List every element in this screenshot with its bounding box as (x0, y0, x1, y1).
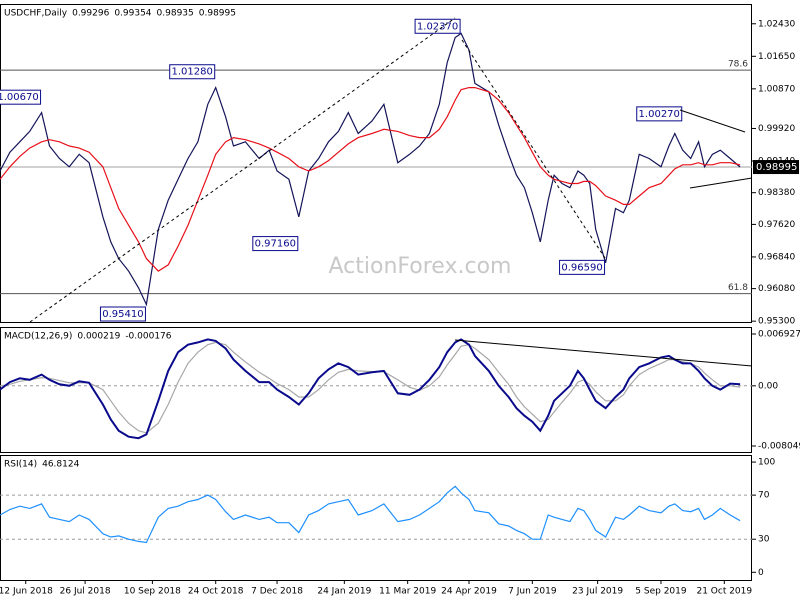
header-value: 0.99296 (72, 9, 109, 19)
x-tick-label: 24 Oct 2018 (188, 587, 244, 597)
annotation-label: 1.00670 (0, 92, 39, 103)
x-tick-label: 24 Jan 2019 (317, 587, 371, 597)
y-tick-label: 1.00870 (758, 84, 795, 94)
annotation-box (99, 306, 146, 322)
x-tick-label: 11 Mar 2019 (379, 587, 436, 597)
y-tick-label: 70 (758, 491, 770, 501)
x-tick-label: 24 Apr 2019 (441, 587, 497, 597)
annotation-box (414, 18, 461, 34)
x-tick-label: 10 Sep 2018 (124, 587, 181, 597)
y-tick-label: 30 (758, 535, 770, 545)
annotation-box (0, 89, 42, 105)
panel-title: MACD(12,26,9) (4, 332, 72, 342)
y-tick-label: 0.006927 (758, 330, 800, 340)
trend-line (461, 39, 606, 259)
annotation-label: 0.96590 (561, 262, 602, 273)
data-line (0, 87, 741, 272)
y-tick-label: 100 (758, 458, 775, 468)
data-line (0, 485, 741, 544)
trend-line (689, 177, 753, 189)
annotation-box (636, 106, 683, 122)
x-tick-label: 23 Jul 2019 (572, 587, 623, 597)
x-tick-label: 7 Dec 2018 (251, 587, 303, 597)
x-tick-label: 5 Sep 2019 (635, 587, 687, 597)
fib-label: 61.8 (728, 283, 748, 293)
x-tick-label: 26 Jul 2018 (60, 587, 111, 597)
panel-title: USDCHF,Daily (4, 9, 68, 19)
fib-label: 78.6 (728, 60, 748, 70)
trend-line (679, 109, 746, 133)
y-tick-label: 0.99920 (758, 124, 795, 134)
annotation-label: 1.00270 (639, 109, 680, 120)
x-tick-label: 21 Oct 2019 (696, 587, 752, 597)
last-price-box (753, 160, 799, 175)
trend-line (454, 339, 753, 367)
plot-layer: ActionForex.com 78.6 61.8 1.00670 1.01280 1.0… (0, 4, 800, 597)
y-tick-label: -0.008049 (758, 442, 800, 452)
annotation-box (559, 259, 606, 275)
watermark: ActionForex.com (329, 254, 512, 279)
panel-title: RSI(14) (4, 460, 37, 470)
annotation-label: 0.95410 (102, 309, 143, 320)
annotation-box (252, 236, 299, 252)
x-tick-label: 12 Jun 2018 (0, 587, 53, 597)
header-value: 0.98995 (199, 9, 236, 19)
y-tick-label: 0.97620 (758, 220, 795, 230)
annotation-label: 1.01280 (172, 67, 213, 78)
annotation-box (169, 64, 216, 80)
annotation-label: 1.02370 (417, 21, 458, 32)
y-tick-label: 0.98380 (758, 188, 795, 198)
y-tick-label: 0.96840 (758, 252, 795, 262)
header-value: 0.98935 (157, 9, 194, 19)
panel-frame (0, 455, 752, 581)
x-tick-label: 7 Jun 2019 (508, 587, 557, 597)
y-tick-label: 0.95300 (758, 317, 795, 327)
header-value: 0.000219 (77, 332, 120, 342)
header-value: -0.000176 (125, 332, 171, 342)
y-tick-label: 1.01650 (758, 52, 795, 62)
y-tick-label: 0.96080 (758, 284, 795, 294)
header-value: 46.8124 (42, 460, 79, 470)
y-tick-label: 0.00 (758, 381, 778, 391)
data-line (0, 338, 741, 440)
panel-frame (0, 4, 752, 323)
last-price-label: 0.98995 (756, 162, 797, 173)
annotation-label: 0.97160 (255, 239, 296, 250)
data-line (0, 341, 741, 434)
header-value: 0.99354 (114, 9, 151, 19)
y-tick-label: 0 (758, 568, 764, 578)
y-tick-label: 1.02430 (758, 19, 795, 29)
